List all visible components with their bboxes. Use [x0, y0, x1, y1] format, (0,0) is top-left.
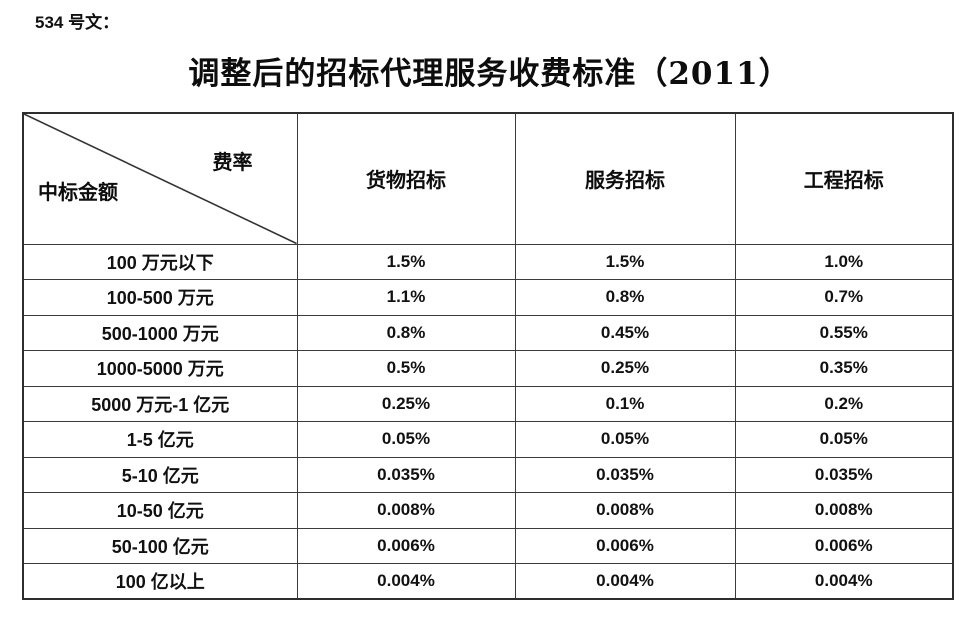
engineering-rate-cell: 0.004% — [734, 563, 954, 600]
engineering-rate-cell: 0.035% — [734, 456, 954, 493]
document-number: 534 号文： — [35, 13, 120, 32]
goods-rate-cell: 0.004% — [296, 563, 516, 600]
table-row: 1000-5000 万元 0.5% 0.25% 0.35% — [22, 350, 954, 387]
goods-rate-cell: 0.8% — [296, 314, 516, 351]
services-rate-cell: 1.5% — [514, 243, 736, 280]
table-row: 10-50 亿元 0.008% 0.008% 0.008% — [22, 492, 954, 529]
engineering-rate-cell: 0.7% — [734, 279, 954, 316]
goods-rate-cell: 1.1% — [296, 279, 516, 316]
table-row: 100-500 万元 1.1% 0.8% 0.7% — [22, 279, 954, 316]
amount-cell: 1000-5000 万元 — [22, 350, 298, 387]
table-header-row: 费率 中标金额 货物招标 服务招标 工程招标 — [22, 112, 954, 245]
table-row: 5-10 亿元 0.035% 0.035% 0.035% — [22, 456, 954, 493]
engineering-rate-cell: 0.55% — [734, 314, 954, 351]
amount-cell: 10-50 亿元 — [22, 492, 298, 529]
table-row: 100 亿以上 0.004% 0.004% 0.004% — [22, 563, 954, 600]
goods-rate-cell: 0.006% — [296, 527, 516, 564]
corner-cell: 费率 中标金额 — [22, 112, 298, 245]
amount-cell: 500-1000 万元 — [22, 314, 298, 351]
column-header-services: 服务招标 — [514, 112, 736, 245]
goods-rate-cell: 0.05% — [296, 421, 516, 458]
engineering-rate-cell: 0.2% — [734, 385, 954, 422]
services-rate-cell: 0.1% — [514, 385, 736, 422]
amount-cell: 5000 万元-1 亿元 — [22, 385, 298, 422]
services-rate-cell: 0.05% — [514, 421, 736, 458]
table-row: 5000 万元-1 亿元 0.25% 0.1% 0.2% — [22, 385, 954, 422]
engineering-rate-cell: 1.0% — [734, 243, 954, 280]
amount-cell: 100 亿以上 — [22, 563, 298, 600]
goods-rate-cell: 0.25% — [296, 385, 516, 422]
amount-cell: 5-10 亿元 — [22, 456, 298, 493]
services-rate-cell: 0.006% — [514, 527, 736, 564]
table-row: 50-100 亿元 0.006% 0.006% 0.006% — [22, 527, 954, 564]
services-rate-cell: 0.004% — [514, 563, 736, 600]
page-title: 调整后的招标代理服务收费标准（2011） — [188, 56, 791, 92]
amount-cell: 100 万元以下 — [22, 243, 298, 280]
corner-label-amount: 中标金额 — [38, 180, 118, 204]
services-rate-cell: 0.008% — [514, 492, 736, 529]
fee-table: 费率 中标金额 货物招标 服务招标 工程招标 100 万元以下 1.5% 1.5… — [22, 112, 954, 600]
column-header-engineering: 工程招标 — [734, 112, 954, 245]
amount-cell: 1-5 亿元 — [22, 421, 298, 458]
column-header-goods: 货物招标 — [296, 112, 516, 245]
table-row: 500-1000 万元 0.8% 0.45% 0.55% — [22, 314, 954, 351]
table-row: 100 万元以下 1.5% 1.5% 1.0% — [22, 243, 954, 280]
corner-label-rate: 费率 — [212, 150, 253, 174]
engineering-rate-cell: 0.008% — [734, 492, 954, 529]
table-row: 1-5 亿元 0.05% 0.05% 0.05% — [22, 421, 954, 458]
engineering-rate-cell: 0.35% — [734, 350, 954, 387]
goods-rate-cell: 0.008% — [296, 492, 516, 529]
amount-cell: 50-100 亿元 — [22, 527, 298, 564]
goods-rate-cell: 0.035% — [296, 456, 516, 493]
services-rate-cell: 0.45% — [514, 314, 736, 351]
services-rate-cell: 0.8% — [514, 279, 736, 316]
engineering-rate-cell: 0.006% — [734, 527, 954, 564]
diagonal-divider-line — [24, 114, 296, 243]
amount-cell: 100-500 万元 — [22, 279, 298, 316]
goods-rate-cell: 0.5% — [296, 350, 516, 387]
engineering-rate-cell: 0.05% — [734, 421, 954, 458]
services-rate-cell: 0.25% — [514, 350, 736, 387]
services-rate-cell: 0.035% — [514, 456, 736, 493]
goods-rate-cell: 1.5% — [296, 243, 516, 280]
